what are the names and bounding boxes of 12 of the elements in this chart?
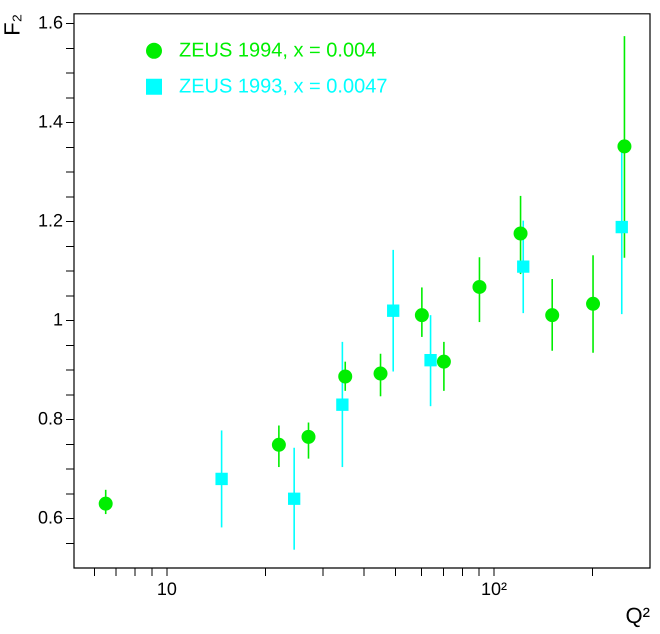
y-tick-label: 1 [52, 310, 63, 330]
y-axis-title: F₂ [0, 14, 24, 36]
x-tick-label: 10² [480, 578, 507, 599]
y-tick-label: 1.2 [38, 210, 63, 231]
y-tick-label: 1.4 [38, 112, 63, 132]
x-axis-title: Q² [626, 602, 650, 628]
legend-label: ZEUS 1993, x = 0.0047 [179, 75, 388, 98]
y-tick-label: 1.6 [38, 12, 63, 33]
y-tick-label: 0.6 [38, 507, 63, 528]
legend-label: ZEUS 1994, x = 0.004 [179, 39, 376, 62]
x-tick-label: 10 [156, 578, 177, 599]
y-tick-label: 0.8 [38, 408, 63, 429]
